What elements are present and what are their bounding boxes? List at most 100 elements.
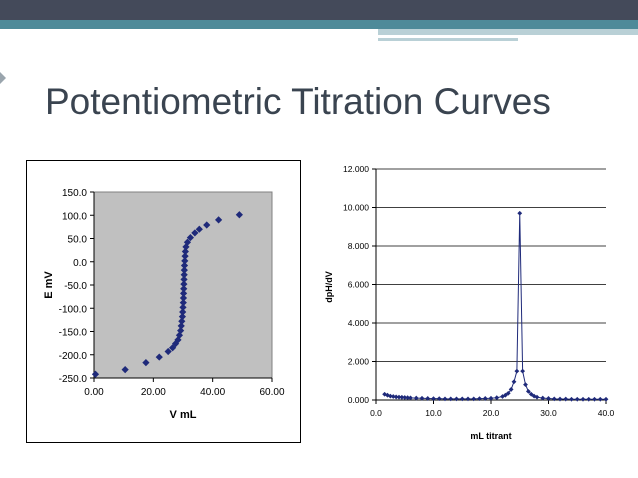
data-point xyxy=(425,396,431,401)
data-point xyxy=(603,396,609,402)
data-point xyxy=(448,396,454,402)
y-tick-label: -250.0 xyxy=(59,374,88,385)
y-tick-label: 4.000 xyxy=(348,318,370,328)
slide-title: Potentiometric Titration Curves xyxy=(45,81,551,122)
x-tick-label: 20.0 xyxy=(483,408,500,418)
data-point xyxy=(540,395,546,401)
data-point xyxy=(508,387,514,392)
data-point xyxy=(182,243,190,251)
y-tick-label: 12.000 xyxy=(343,164,369,174)
axes xyxy=(372,168,607,404)
data-point xyxy=(179,303,187,311)
data-point xyxy=(563,396,569,402)
data-point xyxy=(387,393,393,399)
data-point xyxy=(419,395,425,401)
data-point xyxy=(179,289,188,297)
data-point xyxy=(523,382,528,387)
y-axis-label: dpH/dV xyxy=(324,271,334,303)
data-point xyxy=(431,396,436,402)
data-point xyxy=(177,326,185,335)
y-tick-label: -200.0 xyxy=(59,351,88,362)
data-point xyxy=(405,395,411,401)
data-point xyxy=(574,396,580,402)
data-point xyxy=(459,396,465,402)
data-point xyxy=(390,394,396,399)
data-point xyxy=(402,395,408,400)
header-band-thin xyxy=(378,38,518,41)
x-tick-label: 40.0 xyxy=(598,408,615,418)
data-point xyxy=(514,368,520,374)
data-point xyxy=(454,396,459,402)
data-point xyxy=(408,395,413,401)
data-point xyxy=(477,396,482,402)
y-tick-label: 50.0 xyxy=(68,235,88,246)
chart-e-vs-v: 150.0 100.0 50.0 0.0 -50.0 -100.0 -150.0 -200.0… xyxy=(26,160,301,443)
x-tick-labels: 0.00 20.00 40.00 60.00 xyxy=(84,387,285,398)
data-point xyxy=(494,395,500,401)
data-point xyxy=(586,396,592,402)
data-point xyxy=(465,396,471,402)
data-point xyxy=(178,313,187,321)
data-point xyxy=(181,247,189,256)
data-points xyxy=(382,210,609,402)
data-point xyxy=(471,396,477,402)
y-tick-label: 8.000 xyxy=(348,241,370,251)
x-tick-label: 0.00 xyxy=(84,387,104,398)
x-axis-label: V mL xyxy=(170,409,197,421)
x-tick-label: 30.0 xyxy=(540,408,557,418)
data-point xyxy=(557,396,563,402)
x-tick-label: 0.0 xyxy=(370,408,382,418)
data-point xyxy=(517,210,523,216)
data-point xyxy=(592,396,597,402)
x-tick-label: 10.0 xyxy=(425,408,442,418)
header-band-dark xyxy=(0,0,638,20)
y-tick-labels: 150.0 100.0 50.0 0.0 -50.0 -100.0 -150.0 -200.0… xyxy=(59,188,88,385)
data-point xyxy=(155,353,163,361)
data-point xyxy=(393,394,399,400)
y-tick-label: 10.000 xyxy=(343,203,369,213)
data-point xyxy=(442,396,448,402)
axes xyxy=(90,191,273,382)
data-point xyxy=(482,396,488,401)
x-tick-label: 40.00 xyxy=(200,387,225,398)
data-point xyxy=(181,257,189,265)
data-point xyxy=(551,396,557,402)
data-point xyxy=(215,216,223,224)
data-point xyxy=(195,225,203,233)
y-tick-labels: 0.000 2.000 4.000 6.000 8.000 10.000 12.000 xyxy=(343,164,369,405)
x-tick-label: 60.00 xyxy=(259,387,284,398)
data-point xyxy=(597,396,603,402)
data-point xyxy=(534,394,540,400)
data-point xyxy=(180,266,188,274)
x-axis-label: mL titrant xyxy=(470,431,511,441)
header-band-teal xyxy=(0,20,638,29)
data-point xyxy=(520,368,526,374)
data-point xyxy=(436,396,442,402)
y-tick-label: 0.0 xyxy=(73,258,87,269)
data-point xyxy=(399,394,405,400)
y-tick-label: 6.000 xyxy=(348,280,370,290)
series-line xyxy=(384,213,606,400)
data-point xyxy=(186,233,195,242)
data-point xyxy=(531,393,537,399)
y-tick-label: 0.000 xyxy=(348,395,370,405)
gridlines xyxy=(376,168,606,362)
data-point xyxy=(183,238,192,246)
y-tick-label: -150.0 xyxy=(59,328,88,339)
x-tick-labels: 0.0 10.0 20.0 30.0 40.0 xyxy=(370,408,614,418)
data-point xyxy=(235,211,243,219)
y-tick-label: 100.0 xyxy=(62,211,87,222)
data-point xyxy=(488,395,494,401)
data-point xyxy=(546,396,551,401)
data-point xyxy=(511,379,517,385)
slide-marker-icon xyxy=(0,72,6,84)
data-point xyxy=(569,396,574,402)
y-tick-label: 150.0 xyxy=(62,188,87,199)
data-point xyxy=(121,366,129,374)
x-tick-label: 20.00 xyxy=(141,387,166,398)
data-point xyxy=(164,347,172,356)
header-band-light xyxy=(378,29,638,35)
chart-dph-dv: 0.000 2.000 4.000 6.000 8.000 10.000 12.000 0.… xyxy=(324,164,615,441)
y-tick-label: -100.0 xyxy=(59,304,88,315)
data-point xyxy=(528,391,534,397)
